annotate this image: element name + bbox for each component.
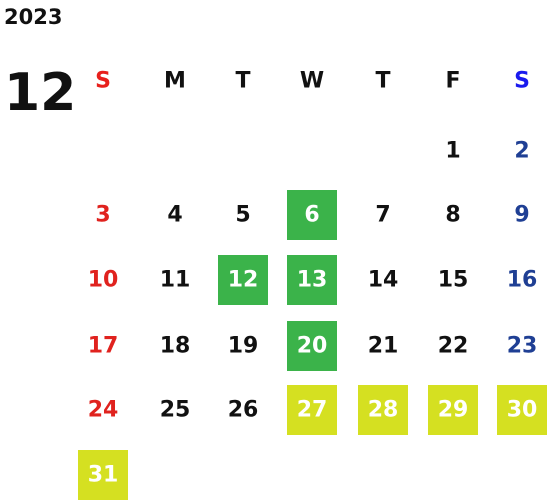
- weekday-label: S: [95, 69, 111, 94]
- day: 20: [297, 334, 328, 359]
- day: 25: [160, 398, 191, 423]
- weekday-label: T: [235, 69, 250, 94]
- highlight: [218, 255, 268, 305]
- day: 19: [228, 334, 259, 359]
- highlight: [287, 255, 337, 305]
- weekday-label: F: [445, 69, 460, 94]
- day: 11: [160, 268, 191, 293]
- day: 22: [438, 334, 469, 359]
- day: 12: [228, 268, 259, 293]
- day: 30: [507, 398, 538, 423]
- highlight: [287, 321, 337, 371]
- day: 27: [297, 398, 328, 423]
- highlight: [287, 385, 337, 435]
- highlight: [358, 385, 408, 435]
- day: 29: [438, 398, 469, 423]
- highlight: [428, 385, 478, 435]
- day: 8: [445, 203, 460, 228]
- day: 14: [368, 268, 399, 293]
- day: 15: [438, 268, 469, 293]
- day: 3: [95, 203, 110, 228]
- day: 28: [368, 398, 399, 423]
- weekday-label: M: [164, 69, 186, 94]
- day: 16: [507, 268, 538, 293]
- day: 5: [235, 203, 250, 228]
- day: 10: [88, 268, 119, 293]
- month: 12: [4, 63, 76, 123]
- day: 4: [167, 203, 182, 228]
- day: 13: [297, 268, 328, 293]
- day: 21: [368, 334, 399, 359]
- day: 1: [445, 139, 460, 164]
- day: 9: [514, 203, 529, 228]
- year: 2023: [4, 5, 62, 29]
- day: 31: [88, 463, 119, 488]
- day: 6: [304, 203, 319, 228]
- highlight: [287, 190, 337, 240]
- day: 23: [507, 334, 538, 359]
- weekday-label: T: [375, 69, 390, 94]
- day: 18: [160, 334, 191, 359]
- highlight: [78, 450, 128, 500]
- weekday-label: S: [514, 69, 530, 94]
- highlight: [497, 385, 547, 435]
- day: 26: [228, 398, 259, 423]
- day: 24: [88, 398, 119, 423]
- day: 2: [514, 139, 529, 164]
- day: 17: [88, 334, 119, 359]
- day: 7: [375, 203, 390, 228]
- weekday-label: W: [300, 69, 324, 94]
